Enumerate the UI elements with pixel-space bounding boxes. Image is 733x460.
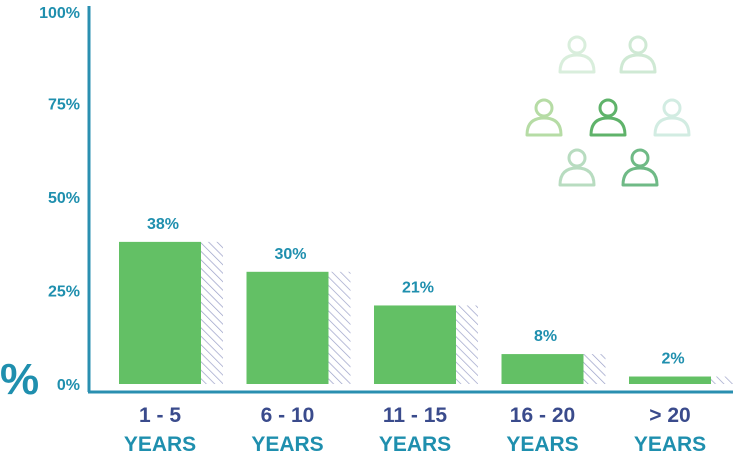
y-tick-label: 25% — [48, 284, 80, 301]
category-label-years: YEARS — [506, 433, 578, 456]
bar-shadow — [201, 241, 223, 384]
category-label-years: YEARS — [124, 433, 196, 456]
bar — [119, 241, 201, 384]
y-tick-label: 0% — [57, 377, 80, 394]
category-label: > 20 — [649, 404, 690, 427]
category-label: 11 - 15 — [383, 404, 448, 427]
data-label: 38% — [147, 216, 179, 233]
person-icon — [589, 98, 627, 137]
bar — [501, 354, 584, 384]
y-tick-label: 75% — [48, 97, 80, 114]
category-label: 1 - 5 — [139, 404, 181, 427]
data-label: 8% — [534, 328, 557, 345]
axes — [87, 6, 733, 394]
category-label-years: YEARS — [634, 433, 706, 456]
unit-symbol: % — [0, 355, 39, 404]
person-icon — [653, 98, 691, 137]
bar-shadow — [711, 376, 733, 384]
y-tick-labels: 0% 25% 50% 75% 100% — [39, 5, 80, 394]
bar-shadow — [583, 354, 606, 384]
data-label: 30% — [274, 246, 306, 263]
y-tick-label: 50% — [48, 190, 80, 207]
person-icon — [525, 98, 563, 137]
person-icon — [558, 148, 596, 187]
bar — [629, 376, 711, 384]
category-label: 6 - 10 — [261, 404, 315, 427]
category-labels: 1 - 5 YEARS 6 - 10 YEARS 11 - 15 YEARS 16 - 20… — [124, 404, 706, 456]
bar — [246, 271, 329, 384]
person-icon — [619, 35, 657, 74]
category-label: 16 - 20 — [510, 404, 575, 427]
bar-shadow — [456, 305, 478, 384]
person-icon — [621, 148, 659, 187]
bars — [119, 241, 733, 384]
y-tick-label: 100% — [39, 5, 80, 22]
person-icon — [558, 35, 596, 74]
value-labels: 38% 30% 21% 8% 2% — [147, 216, 685, 368]
data-label: 21% — [402, 279, 434, 296]
people-decoration — [525, 35, 691, 187]
bar-shadow — [328, 271, 351, 384]
category-label-years: YEARS — [251, 433, 323, 456]
category-label-years: YEARS — [379, 433, 451, 456]
bar — [374, 305, 456, 384]
data-label: 2% — [661, 351, 684, 368]
